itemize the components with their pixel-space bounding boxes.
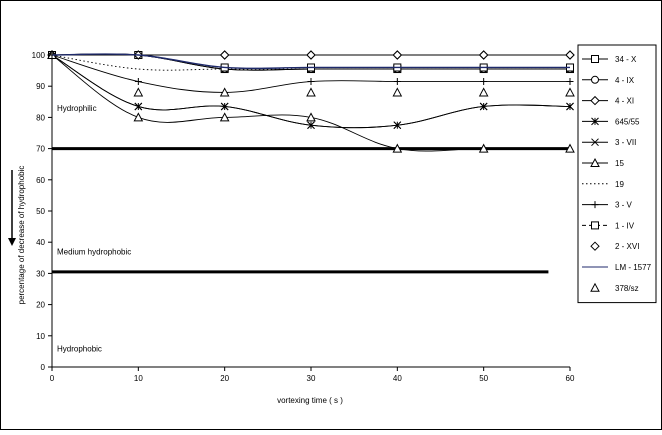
data-point bbox=[565, 50, 575, 60]
legend: 34 - X 4 - IX 4 - XI 645/55 3 - VII 15 19 3 - V… bbox=[577, 44, 657, 304]
data-point bbox=[393, 78, 401, 86]
y-tick-label: 100 bbox=[32, 51, 46, 60]
legend-entry: 1 - IV bbox=[615, 221, 635, 230]
data-point bbox=[478, 50, 489, 60]
legend-entry: 34 - X bbox=[615, 55, 637, 64]
legend-entry: 3 - VII bbox=[615, 138, 636, 147]
data-point bbox=[565, 143, 575, 153]
legend-marker bbox=[591, 138, 599, 147]
region-label: Medium hydrophobic bbox=[57, 248, 131, 257]
data-point bbox=[219, 87, 230, 97]
x-tick-label: 60 bbox=[566, 374, 575, 383]
data-point bbox=[566, 78, 574, 86]
y-tick-label: 60 bbox=[36, 176, 45, 185]
data-point bbox=[480, 78, 488, 86]
y-tick-label: 10 bbox=[36, 332, 45, 341]
legend-entry: 4 - XI bbox=[615, 97, 634, 106]
x-tick-label: 40 bbox=[393, 374, 402, 383]
y-tick-label: 0 bbox=[41, 363, 46, 372]
data-point bbox=[307, 78, 315, 86]
legend-marker bbox=[590, 157, 600, 167]
y-axis-title: percentage of decrease of hydrophobic bbox=[17, 166, 26, 305]
data-point bbox=[133, 87, 144, 97]
data-point bbox=[479, 102, 488, 111]
legend-marker bbox=[590, 241, 600, 251]
legend-entry: 4 - IX bbox=[615, 76, 635, 85]
data-point bbox=[393, 121, 402, 130]
series-line bbox=[51, 53, 570, 70]
data-point bbox=[566, 102, 574, 111]
data-point bbox=[219, 112, 230, 122]
data-point bbox=[392, 50, 403, 60]
y-tick-label: 30 bbox=[36, 269, 45, 278]
legend-marker bbox=[591, 117, 599, 126]
data-point bbox=[307, 121, 315, 130]
y-tick-label: 50 bbox=[36, 207, 45, 216]
data-point bbox=[220, 102, 229, 111]
x-tick-label: 0 bbox=[50, 374, 55, 383]
x-tick-label: 30 bbox=[307, 374, 316, 383]
legend-marker bbox=[591, 201, 599, 209]
data-point bbox=[565, 87, 575, 97]
y-tick-label: 40 bbox=[36, 238, 45, 247]
data-point bbox=[306, 50, 316, 60]
x-axis-title: vortexing time ( s ) bbox=[277, 396, 343, 405]
region-label: Hydrophobic bbox=[57, 344, 102, 353]
data-point bbox=[134, 78, 142, 86]
y-tick-label: 70 bbox=[36, 145, 45, 154]
legend-entry: 645/55 bbox=[615, 117, 640, 126]
data-point bbox=[478, 143, 489, 153]
direction-arrow bbox=[8, 170, 16, 246]
legend-marker bbox=[590, 282, 600, 292]
legend-entry: 378/sz bbox=[615, 284, 639, 293]
x-tick-label: 10 bbox=[134, 374, 143, 383]
legend-marker bbox=[591, 55, 599, 63]
data-point bbox=[306, 87, 316, 97]
region-label: Hydrophilic bbox=[57, 104, 97, 113]
legend-marker bbox=[590, 95, 600, 106]
y-tick-label: 80 bbox=[36, 113, 45, 122]
data-point bbox=[478, 87, 489, 97]
x-tick-label: 50 bbox=[479, 374, 488, 383]
data-point bbox=[134, 102, 143, 111]
legend-marker bbox=[591, 75, 599, 84]
x-tick-label: 20 bbox=[220, 374, 229, 383]
data-point bbox=[392, 143, 403, 153]
legend-entry: 15 bbox=[615, 159, 624, 168]
legend-marker bbox=[591, 221, 599, 230]
legend-entry: 2 - XVI bbox=[615, 242, 639, 251]
data-point bbox=[219, 50, 230, 60]
data-point bbox=[392, 87, 403, 97]
legend-entry: 3 - V bbox=[615, 201, 633, 210]
legend-entry: LM - 1577 bbox=[615, 263, 652, 272]
y-tick-label: 90 bbox=[36, 82, 45, 91]
legend-entry: 19 bbox=[615, 180, 624, 189]
data-point bbox=[133, 112, 144, 122]
y-tick-label: 20 bbox=[36, 301, 45, 310]
legend-box bbox=[577, 44, 657, 304]
data-point bbox=[306, 112, 316, 122]
